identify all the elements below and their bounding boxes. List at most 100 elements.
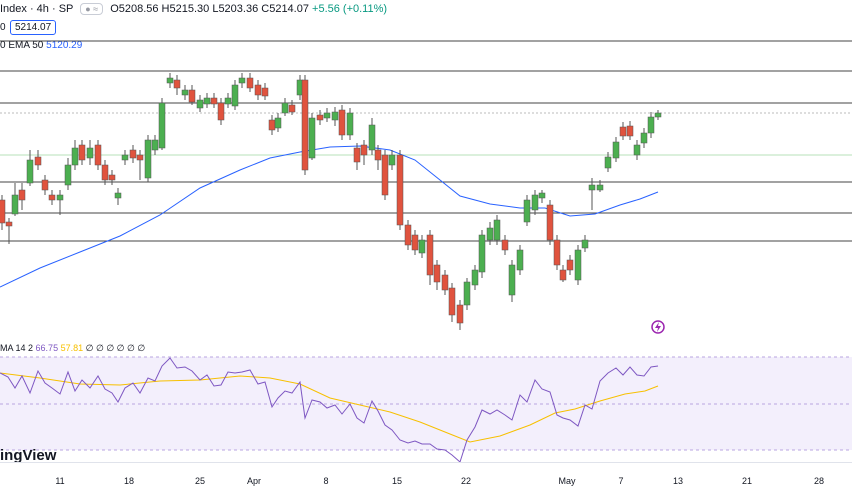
candle [553, 239, 561, 266]
candle [224, 97, 232, 105]
ema-line [0, 145, 659, 288]
candle [411, 234, 419, 251]
candle [478, 234, 486, 273]
candle [647, 116, 655, 134]
candle [360, 144, 368, 156]
ema-value: 5120.29 [46, 40, 83, 51]
chart-canvas[interactable] [0, 0, 852, 462]
candle [274, 117, 282, 129]
candle [173, 79, 181, 89]
candle [268, 119, 276, 131]
candle [41, 179, 49, 191]
candle [654, 112, 662, 118]
candle [381, 154, 389, 196]
price-box: 5214.07 [10, 20, 57, 35]
candle [471, 269, 479, 286]
candle [316, 114, 324, 121]
candle [353, 147, 361, 163]
rsi-extra: ∅ ∅ ∅ ∅ ∅ ∅ [85, 343, 146, 353]
candle [633, 144, 641, 156]
candle [331, 111, 339, 121]
candles [0, 73, 662, 330]
candle [281, 102, 289, 114]
x-tick: 7 [618, 476, 624, 486]
x-tick: 25 [194, 476, 206, 486]
candle [418, 239, 426, 254]
candle [538, 192, 546, 199]
candle [166, 77, 174, 84]
change-value: +5.56 (+0.11%) [312, 3, 388, 15]
candle [210, 97, 218, 105]
candle [71, 147, 79, 166]
candle [581, 239, 589, 249]
x-tick: 13 [672, 476, 684, 486]
candle [588, 184, 596, 191]
candle [323, 112, 331, 119]
candle [448, 287, 456, 316]
main-legend: Index · 4h · SP ● ≈ O5208.56 H5215.30 L5… [0, 3, 387, 15]
candle [301, 79, 309, 171]
candle [346, 112, 354, 136]
candle [404, 224, 412, 246]
ema-legend: 0 EMA 50 5120.29 [0, 40, 82, 51]
legend-options-pill[interactable]: ● ≈ [80, 3, 104, 15]
candle [441, 274, 449, 291]
ohlc-values: O5208.56 H5215.30 L5203.36 C5214.07 [110, 3, 309, 15]
candle [56, 194, 64, 201]
candle [531, 194, 539, 211]
rsi-line [0, 357, 659, 462]
candle [114, 192, 122, 199]
candle [94, 144, 102, 166]
candle [26, 159, 34, 184]
candle [546, 204, 554, 241]
candle [101, 164, 109, 181]
candle [640, 132, 648, 144]
candle [136, 154, 144, 161]
x-tick: May [558, 476, 576, 486]
flash-icon[interactable] [651, 320, 665, 334]
candle [144, 139, 152, 179]
candle [64, 164, 72, 186]
candle [426, 234, 434, 276]
candle [523, 199, 531, 223]
candle [11, 194, 19, 215]
candle [463, 281, 471, 306]
candle [493, 219, 501, 241]
candle [596, 184, 604, 191]
candle [238, 77, 246, 84]
candle [508, 264, 516, 296]
candle [203, 97, 211, 105]
candle [86, 147, 94, 159]
brand-logo[interactable]: ingView [0, 447, 57, 464]
candle [574, 249, 582, 281]
x-tick: 11 [55, 476, 65, 486]
candle [368, 124, 376, 151]
candle [129, 149, 137, 159]
candle [308, 117, 316, 159]
candle [604, 156, 612, 169]
candle [516, 249, 524, 271]
candle [5, 221, 13, 227]
x-tick: 15 [391, 476, 403, 486]
candle [338, 109, 346, 136]
candle [261, 87, 269, 97]
candle [78, 144, 86, 161]
candle [246, 77, 254, 89]
candle [254, 84, 262, 96]
rsi-ma-line [0, 372, 659, 443]
rsi-ma-value: 57.81 [60, 343, 84, 353]
candle [612, 141, 620, 159]
candle [559, 269, 567, 281]
candle [108, 174, 116, 181]
candle [188, 89, 196, 103]
candle [374, 149, 382, 161]
candle [158, 102, 166, 149]
horizontal-lines [0, 40, 852, 242]
symbol-label[interactable]: Index · 4h · SP [0, 3, 74, 15]
x-tick: 22 [460, 476, 472, 486]
time-axis[interactable]: 11 18 25 Apr 8 15 22 May 7 13 21 28 [0, 462, 852, 486]
price-box-prefix: 0 [0, 22, 6, 33]
candle [619, 126, 627, 137]
candle [217, 102, 225, 121]
candle [18, 189, 26, 201]
